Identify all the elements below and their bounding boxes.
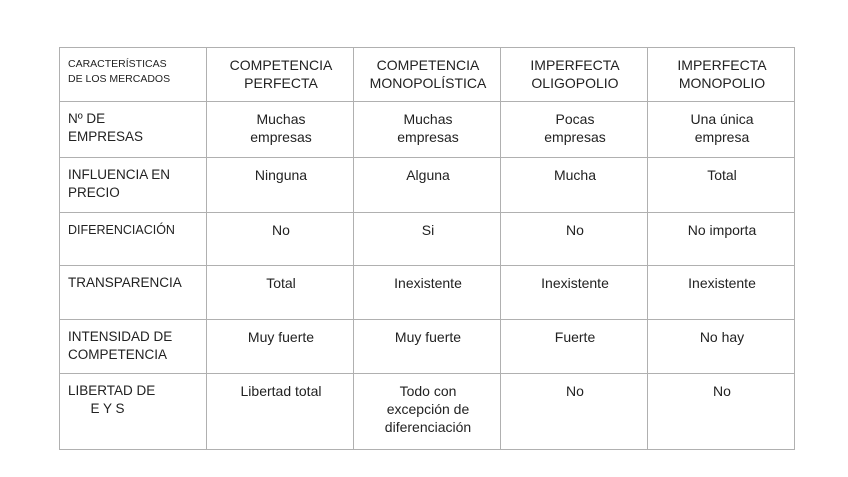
table-cell: Total: [206, 265, 354, 320]
table-cell: Muy fuerte: [206, 319, 354, 374]
column-header: COMPETENCIA MONOPOLÍSTICA: [353, 47, 501, 102]
table-row: Nº DE EMPRESAS Muchas empresas Muchas em…: [59, 101, 795, 158]
table-cell: Una única empresa: [647, 101, 795, 158]
table-cell: Todo con excepción de diferenciación: [353, 373, 501, 450]
table-cell: No importa: [647, 212, 795, 266]
table-cell: Muchas empresas: [353, 101, 501, 158]
market-characteristics-table: CARACTERÍSTICAS DE LOS MERCADOS COMPETEN…: [59, 47, 795, 450]
column-header: COMPETENCIA PERFECTA: [206, 47, 354, 102]
corner-header: CARACTERÍSTICAS DE LOS MERCADOS: [59, 47, 207, 102]
table-cell: Pocas empresas: [500, 101, 648, 158]
row-header: Nº DE EMPRESAS: [59, 101, 207, 158]
header-row: CARACTERÍSTICAS DE LOS MERCADOS COMPETEN…: [59, 47, 795, 102]
table-cell: Si: [353, 212, 501, 266]
table-cell: Ninguna: [206, 157, 354, 213]
table-cell: Inexistente: [647, 265, 795, 320]
table-cell: Inexistente: [500, 265, 648, 320]
table-cell: No hay: [647, 319, 795, 374]
row-header: INFLUENCIA EN PRECIO: [59, 157, 207, 213]
table-cell: Libertad total: [206, 373, 354, 450]
row-header: LIBERTAD DE E Y S: [59, 373, 207, 450]
table-row: DIFERENCIACIÓN No Si No No importa: [59, 212, 795, 266]
column-header: IMPERFECTA MONOPOLIO: [647, 47, 795, 102]
table-row: LIBERTAD DE E Y S Libertad total Todo co…: [59, 373, 795, 450]
table-cell: No: [647, 373, 795, 450]
table-cell: Muchas empresas: [206, 101, 354, 158]
table-row: INFLUENCIA EN PRECIO Ninguna Alguna Much…: [59, 157, 795, 213]
row-header: DIFERENCIACIÓN: [59, 212, 207, 266]
row-header: INTENSIDAD DE COMPETENCIA: [59, 319, 207, 374]
table-row: INTENSIDAD DE COMPETENCIA Muy fuerte Muy…: [59, 319, 795, 374]
table-cell: Alguna: [353, 157, 501, 213]
table-cell: No: [500, 212, 648, 266]
table-row: TRANSPARENCIA Total Inexistente Inexiste…: [59, 265, 795, 320]
table-cell: No: [500, 373, 648, 450]
table-cell: Fuerte: [500, 319, 648, 374]
table-cell: Mucha: [500, 157, 648, 213]
table-cell: No: [206, 212, 354, 266]
table-cell: Muy fuerte: [353, 319, 501, 374]
column-header: IMPERFECTA OLIGOPOLIO: [500, 47, 648, 102]
row-header: TRANSPARENCIA: [59, 265, 207, 320]
table-cell: Inexistente: [353, 265, 501, 320]
table-cell: Total: [647, 157, 795, 213]
